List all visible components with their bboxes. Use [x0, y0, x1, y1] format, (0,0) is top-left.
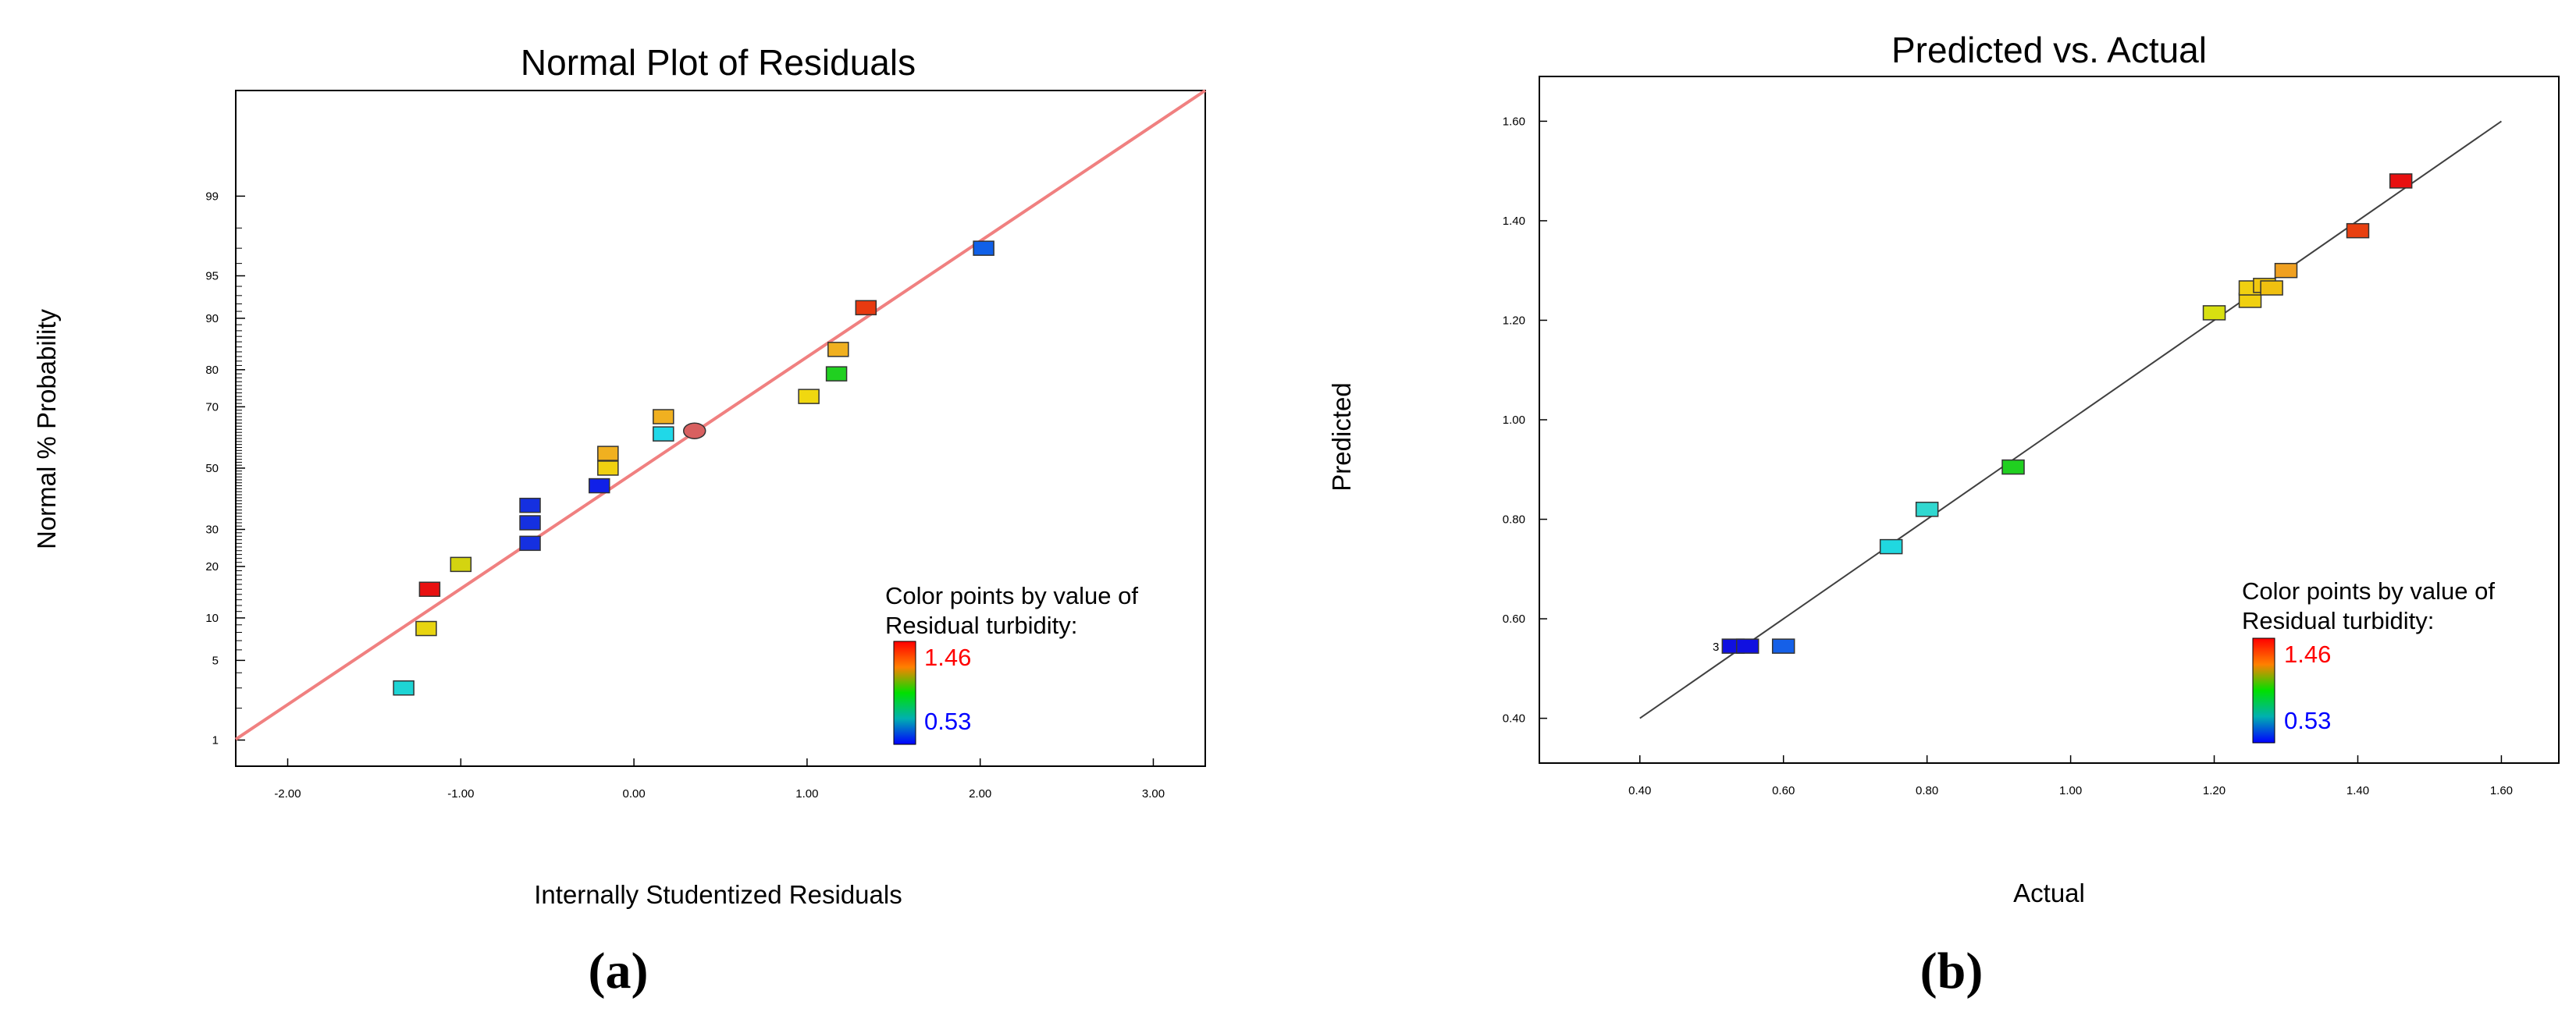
y-tick-label-a: 10: [205, 612, 219, 625]
y-tick-label-b: 1.60: [1503, 115, 1525, 128]
legend-min-label-a: 0.53: [924, 708, 971, 735]
title-b: Predicted vs. Actual: [1891, 30, 2207, 70]
legend-max-label-a: 1.46: [924, 644, 971, 671]
data-point-a: [597, 446, 619, 461]
y-tick-label-b: 1.20: [1503, 314, 1525, 327]
legend-colorbar-b: [2252, 637, 2275, 744]
x-tick-label-a: 3.00: [1142, 787, 1165, 801]
x-axis-label-b: Actual: [2013, 879, 2085, 907]
x-tick-label-a: -1.00: [447, 787, 474, 801]
legend-min-label-b: 0.53: [2284, 707, 2331, 734]
x-tick-label-b: 1.60: [2490, 784, 2513, 797]
data-point-b: [1771, 638, 1795, 654]
legend-title-line1-b: Color points by value of: [2242, 577, 2495, 605]
x-tick-label-b: 1.40: [2347, 784, 2369, 797]
y-tick-label-b: 0.40: [1503, 712, 1525, 726]
y-tick-label-a: 50: [205, 462, 219, 475]
y-tick-label-a: 80: [205, 364, 219, 377]
data-point-b: [2389, 173, 2413, 189]
data-point-b: [2346, 222, 2370, 239]
x-tick-label-a: 0.00: [623, 787, 646, 801]
y-tick-label-a: 70: [205, 400, 219, 414]
data-point-a: [519, 515, 541, 531]
data-point-a: [418, 581, 441, 597]
data-point-b: [2202, 305, 2226, 321]
legend-a: Color points by value of Residual turbid…: [885, 582, 1138, 745]
data-point-b: [1879, 538, 1903, 555]
y-axis-label-a: Normal % Probability: [32, 308, 61, 549]
data-point-a: [450, 556, 472, 573]
diagonal-line: [1639, 120, 2502, 719]
data-point-a: [653, 409, 674, 424]
x-tick-label-a: -2.00: [274, 787, 301, 801]
x-tick-label-a: 1.00: [795, 787, 818, 801]
y-tick-label-a: 1: [212, 733, 219, 747]
data-point-a: [597, 460, 619, 476]
x-tick-label-b: 1.00: [2059, 784, 2082, 797]
y-tick-label-b: 0.60: [1503, 612, 1525, 626]
x-tick-label-b: 0.40: [1628, 784, 1651, 797]
data-point-b: [2001, 459, 2025, 475]
legend-colorbar-a: [893, 641, 916, 745]
points-b: 3: [1713, 173, 2413, 654]
y-tick-label-a: 90: [205, 312, 219, 325]
x-axis-a: -2.00 -1.00 0.00 1.00 2.00 3.00: [274, 758, 1165, 801]
data-point-a: [415, 620, 437, 637]
y-tick-label-a: 30: [205, 524, 219, 537]
data-point-b: [1735, 638, 1759, 654]
title-a: Normal Plot of Residuals: [521, 42, 916, 83]
data-point-a: [827, 342, 849, 357]
x-axis-b: 0.40 0.60 0.80 1.00 1.20 1.40 1.60: [1628, 755, 2513, 797]
data-point-a: [682, 422, 706, 439]
data-point-a: [519, 535, 541, 552]
data-point-b: [2260, 280, 2283, 296]
data-point-a: [973, 240, 994, 256]
x-axis-label-a: Internally Studentized Residuals: [534, 880, 902, 909]
data-point-label-b: 3: [1713, 641, 1719, 654]
data-point-b: [1915, 502, 1939, 517]
panel-a: Normal Plot of Residuals 1 5 10 20 30 50 70 80 9…: [32, 42, 1207, 999]
data-point-a: [589, 478, 610, 494]
caption-a: (a): [589, 943, 649, 999]
legend-title-line2-b: Residual turbidity:: [2242, 607, 2434, 634]
data-point-a: [393, 680, 415, 696]
y-tick-label-a: 95: [205, 269, 219, 282]
plot-frame-a: [235, 90, 1206, 767]
caption-b: (b): [1920, 943, 1984, 999]
fit-line: [234, 89, 1207, 741]
legend-max-label-b: 1.46: [2284, 641, 2331, 668]
data-point-a: [798, 389, 820, 404]
legend-title-line2-a: Residual turbidity:: [885, 612, 1077, 639]
panel-b: Predicted vs. Actual 0.40 0.60 0.80 1.00 1.2…: [1327, 30, 2560, 999]
y-tick-label-b: 1.00: [1503, 414, 1525, 427]
points-a: [393, 240, 994, 696]
y-tick-label-b: 0.80: [1503, 513, 1525, 527]
y-axis-label-b: Predicted: [1327, 382, 1356, 491]
fit-line-a: [234, 89, 1207, 741]
data-point-a: [519, 497, 541, 513]
diagonal-line-b: [1639, 120, 2502, 719]
y-axis-b: 0.40 0.60 0.80 1.00 1.20 1.40 1.60: [1503, 115, 1547, 726]
legend-title-line1-a: Color points by value of: [885, 582, 1138, 609]
y-tick-label-a: 5: [212, 654, 219, 667]
y-axis-a: 1 5 10 20 30 50 70 80 90 95 99: [205, 190, 245, 747]
data-point-a: [653, 426, 674, 442]
y-tick-label-a: 20: [205, 560, 219, 573]
legend-b: Color points by value of Residual turbid…: [2242, 577, 2495, 744]
y-tick-label-a: 99: [205, 190, 219, 203]
data-point-a: [855, 300, 877, 316]
x-tick-label-b: 0.60: [1772, 784, 1795, 797]
x-tick-label-b: 1.20: [2203, 784, 2226, 797]
x-tick-label-a: 2.00: [969, 787, 991, 801]
y-tick-label-b: 1.40: [1503, 215, 1525, 228]
x-tick-label-b: 0.80: [1916, 784, 1938, 797]
data-point-a: [825, 366, 848, 382]
data-point-b: [2274, 262, 2298, 279]
